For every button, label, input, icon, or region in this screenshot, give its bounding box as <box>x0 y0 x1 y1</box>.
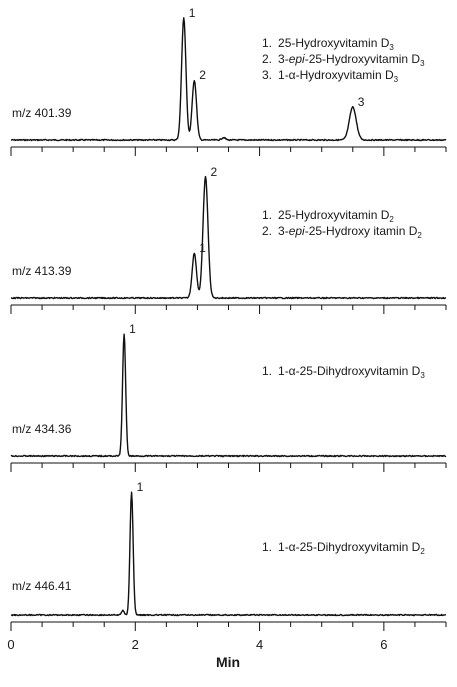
chromatogram-trace <box>10 333 447 458</box>
chromatogram-trace <box>10 175 447 300</box>
legend-text-post: -25-Hydroxyvitamin D <box>305 52 421 66</box>
legend-text: 25-Hydroxyvitamin D <box>278 208 390 222</box>
legend-subscript: 3 <box>394 75 399 84</box>
peak-label: 1 <box>129 322 136 336</box>
panel-2: 12m/z 413.391. 25-Hydroxyvitamin D22. 3-ep… <box>10 165 447 314</box>
peak-label: 1 <box>137 480 144 494</box>
legend-entry: 1. 25-Hydroxyvitamin D2 <box>262 208 394 224</box>
mz-label: m/z 413.39 <box>12 264 72 278</box>
legend-number: 3. <box>262 68 272 82</box>
legend-italic: epi <box>289 224 305 238</box>
panel-3: 1 m/z 434.36 1. 1-α-25-Dihydroxyvitamin D3 <box>10 322 447 472</box>
legend-text: 1-α-25-Dihydroxyvitamin D <box>278 540 421 554</box>
legend-number: 1. <box>262 364 272 378</box>
legend-entry: 2. 3-epi-25-Hydroxy itamin D2 <box>262 224 422 240</box>
peak-label: 2 <box>199 68 206 82</box>
legend-subscript: 3 <box>389 43 394 52</box>
legend-number: 2. <box>262 224 272 238</box>
legend-text: 1-α-Hydroxyvitamin D <box>278 68 394 82</box>
peak-label: 1 <box>199 241 206 255</box>
legend-entry: 2. 3-epi-25-Hydroxyvitamin D3 <box>262 52 425 68</box>
x-axis-tick-labels: 0 2 4 6 <box>7 637 387 652</box>
peak-label: 3 <box>358 95 365 109</box>
x-axis-title: Min <box>216 654 240 670</box>
legend-subscript: 2 <box>417 231 422 240</box>
legend-text: 3- <box>278 224 289 238</box>
legend-subscript: 3 <box>420 371 425 380</box>
x-tick-label: 6 <box>380 637 387 652</box>
legend-entry: 3. 1-α-Hydroxyvitamin D3 <box>262 68 399 84</box>
mz-label: m/z 434.36 <box>12 422 72 436</box>
legend-number: 1. <box>262 36 272 50</box>
chromatogram-trace <box>10 491 447 617</box>
legend-number: 2. <box>262 52 272 66</box>
legend-subscript: 2 <box>389 215 394 224</box>
legend-number: 1. <box>262 208 272 222</box>
legend-italic: epi <box>289 52 305 66</box>
legend-text: 1-α-25-Dihydroxyvitamin D <box>278 364 421 378</box>
x-tick-label: 4 <box>256 637 263 652</box>
legend-subscript: 2 <box>420 547 425 556</box>
mz-label: m/z 401.39 <box>12 106 72 120</box>
legend-entry: 1. 1-α-25-Dihydroxyvitamin D2 <box>262 540 425 556</box>
legend-entry: 1. 25-Hydroxyvitamin D3 <box>262 36 394 52</box>
legend-number: 1. <box>262 540 272 554</box>
chromatogram-trace <box>10 17 447 142</box>
legend-text: 25-Hydroxyvitamin D <box>278 36 390 50</box>
legend-subscript: 3 <box>420 59 425 68</box>
x-tick-label: 2 <box>132 637 139 652</box>
legend-text-post: -25-Hydroxy itamin D <box>305 224 418 238</box>
legend-entry: 1. 1-α-25-Dihydroxyvitamin D3 <box>262 364 425 380</box>
peak-label: 2 <box>211 165 218 179</box>
x-tick-label: 0 <box>7 637 14 652</box>
panel-4: 1 m/z 446.41 1. 1-α-25-Dihydroxyvitamin D2 <box>10 480 447 631</box>
peak-label: 1 <box>189 6 196 20</box>
legend-text: 3- <box>278 52 289 66</box>
mz-label: m/z 446.41 <box>12 579 72 593</box>
